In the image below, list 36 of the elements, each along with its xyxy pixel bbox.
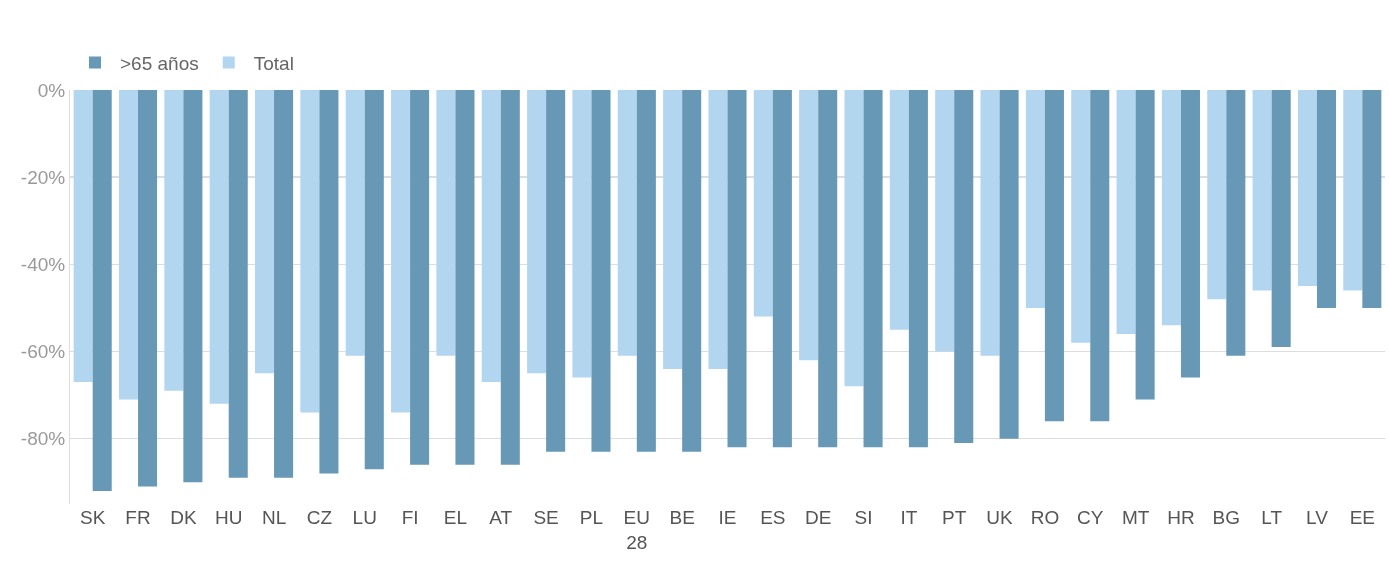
- x-tick-label: CY: [1077, 507, 1104, 528]
- y-tick-label: -60%: [20, 341, 66, 363]
- x-tick-label: HR: [1167, 507, 1195, 528]
- x-tick-label: CZ: [306, 507, 333, 528]
- x-tick-label: SK: [79, 507, 106, 528]
- x-tick-label: SI: [854, 507, 873, 528]
- x-tick-label: BG: [1212, 507, 1241, 528]
- x-tick-label: LU: [352, 507, 377, 528]
- x-tick-label: HU: [214, 507, 243, 528]
- y-tick-label: -40%: [20, 253, 66, 275]
- x-tick-label: LT: [1261, 507, 1283, 528]
- x-tick-label: ES: [760, 507, 786, 528]
- x-tick-label: FR: [125, 507, 151, 528]
- x-tick-label: DK: [170, 507, 197, 528]
- x-tick-label: IE: [718, 507, 737, 528]
- x-tick-label: EL: [443, 507, 468, 528]
- x-tick-label: IT: [900, 507, 918, 528]
- x-tick-label: DE: [804, 507, 832, 528]
- x-tick-label: UK: [986, 507, 1014, 528]
- x-tick-label: MT: [1121, 507, 1150, 528]
- x-tick-label: FI: [401, 507, 419, 528]
- legend-label: Total: [253, 52, 294, 74]
- x-tick-label: AT: [489, 507, 513, 528]
- y-tick-label: -20%: [20, 166, 66, 188]
- x-tick-label: RO: [1030, 507, 1060, 528]
- x-tick-label: NL: [261, 507, 287, 528]
- legend-label: >65 años: [120, 52, 199, 74]
- x-tick-label: PL: [579, 507, 604, 528]
- x-tick-label: BE: [669, 507, 695, 528]
- x-tick-label: PT: [942, 507, 967, 528]
- x-tick-label: LV: [1306, 507, 1329, 528]
- x-tick-label: EE: [1349, 507, 1376, 528]
- y-tick-label: 0%: [37, 79, 66, 101]
- x-tick-label: SE: [533, 507, 559, 528]
- y-tick-label: -80%: [20, 428, 66, 450]
- x-tick-label: EU 28: [623, 507, 651, 553]
